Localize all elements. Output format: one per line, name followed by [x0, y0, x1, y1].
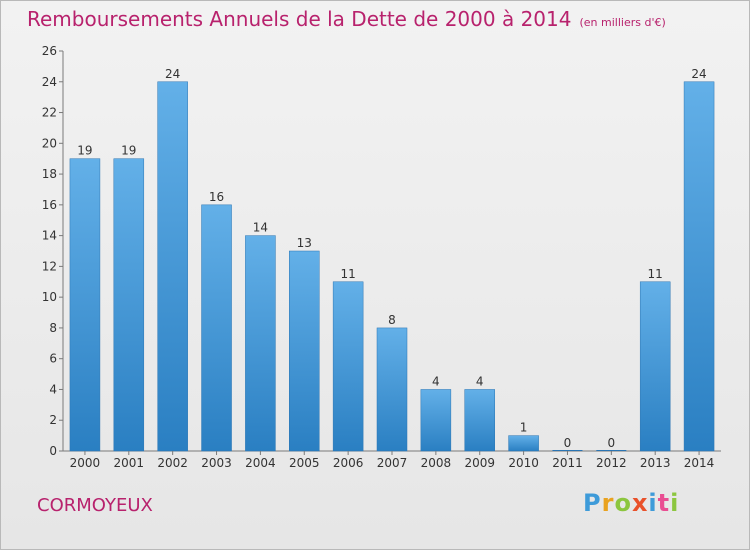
x-tick-label: 2005	[289, 456, 320, 470]
logo-letter: o	[614, 489, 632, 517]
x-tick-label: 2002	[157, 456, 188, 470]
bar-2007	[376, 327, 408, 452]
y-tick-label: 4	[49, 382, 57, 396]
data-label: 16	[209, 190, 224, 204]
y-tick-label: 10	[42, 290, 57, 304]
data-label: 11	[648, 267, 663, 281]
y-tick-label: 22	[42, 106, 57, 120]
x-tick-label: 2011	[552, 456, 583, 470]
data-label: 4	[476, 374, 484, 388]
chart-title-main: Remboursements Annuels de la Dette de 20…	[27, 7, 572, 31]
data-label: 4	[432, 374, 440, 388]
commune-name: CORMOYEUX	[37, 495, 153, 516]
x-tick-label: 2003	[201, 456, 232, 470]
x-tick-label: 2006	[333, 456, 364, 470]
y-tick-label: 6	[49, 352, 57, 366]
logo-letter: x	[631, 489, 649, 517]
bar-2004	[245, 235, 276, 452]
x-tick-label: 2000	[70, 456, 101, 470]
proxiti-logo: Proxiti	[583, 489, 679, 517]
chart-title: Remboursements Annuels de la Dette de 20…	[27, 7, 666, 31]
data-label: 24	[691, 67, 706, 81]
x-tick-label: 2009	[464, 456, 495, 470]
data-label: 13	[297, 236, 312, 250]
chart-unit-note: (en milliers d'€)	[579, 16, 666, 29]
data-label: 19	[121, 144, 136, 158]
y-tick-label: 18	[42, 167, 57, 181]
bar-2002	[157, 81, 188, 452]
y-tick-label: 2	[49, 413, 57, 427]
x-tick-label: 2012	[596, 456, 627, 470]
x-tick-label: 2010	[508, 456, 539, 470]
bar-2001	[113, 158, 145, 452]
y-tick-label: 14	[42, 229, 57, 243]
y-tick-label: 20	[42, 136, 57, 150]
data-label: 0	[608, 436, 616, 450]
bar-2005	[289, 250, 320, 452]
data-label: 14	[253, 221, 268, 235]
x-tick-label: 2013	[640, 456, 671, 470]
bar-2013	[639, 281, 671, 452]
y-tick-label: 26	[42, 44, 57, 58]
logo-letter: i	[648, 489, 658, 517]
logo-letter: i	[670, 489, 680, 517]
logo-letter: P	[583, 489, 602, 517]
bar-2006	[332, 281, 364, 452]
y-tick-label: 16	[42, 198, 57, 212]
bar-2014	[683, 81, 715, 452]
data-label: 8	[388, 313, 396, 327]
data-label: 19	[77, 144, 92, 158]
bar-2009	[464, 389, 495, 452]
x-tick-label: 2008	[421, 456, 452, 470]
bar-2008	[420, 389, 452, 452]
x-tick-label: 2007	[377, 456, 408, 470]
x-tick-label: 2014	[684, 456, 715, 470]
data-label: 11	[340, 267, 355, 281]
x-tick-label: 2001	[114, 456, 145, 470]
logo-letter: t	[657, 489, 671, 517]
data-label: 0	[564, 436, 572, 450]
bar-2000	[69, 158, 101, 452]
data-label: 24	[165, 67, 180, 81]
y-tick-label: 12	[42, 259, 57, 273]
y-tick-label: 8	[49, 321, 57, 335]
data-label: 1	[520, 421, 528, 435]
bar-2010	[508, 435, 539, 452]
logo-letter: r	[601, 489, 615, 517]
bar-2003	[201, 204, 232, 452]
y-tick-label: 0	[49, 444, 57, 458]
x-tick-label: 2004	[245, 456, 276, 470]
y-tick-label: 24	[42, 75, 57, 89]
